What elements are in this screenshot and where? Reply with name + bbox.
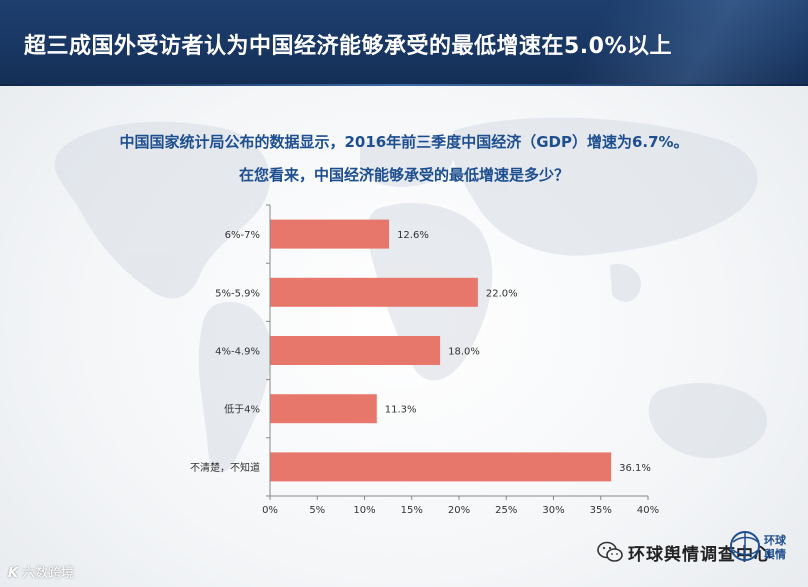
value-label-2: 22.0% [486,288,518,299]
value-label-3: 18.0% [448,347,480,358]
brand-name-top: 环球 [764,533,787,547]
wechat-icon [597,541,623,562]
category-label-1: 6%-7% [225,230,260,241]
brand-logo: 环球 舆情 [730,531,787,561]
x-tick-label-8: 40% [637,505,659,516]
bar-4 [270,394,377,424]
header-decoration [488,0,808,86]
x-tick-label-4: 20% [448,505,470,516]
source-logo-mark: K [8,566,19,581]
page-title: 超三成国外受访者认为中国经济能够承受的最低增速在5.0%以上 [24,34,673,59]
value-label-5: 36.1% [619,463,651,474]
header-divider [0,84,808,86]
x-tick-label-5: 25% [495,505,517,516]
bar-3 [270,336,441,365]
footer-source-logo: K 六数跨境 [8,562,74,581]
x-tick-label-7: 35% [590,505,612,516]
brand-name-bottom: 舆情 [764,547,786,561]
wechat-watermark: 环球舆情调查中心 [597,538,772,566]
category-label-3: 4%-4.9% [215,347,260,358]
bar-2 [270,277,478,307]
watermark-text: 环球舆情调查中心 [628,544,772,565]
x-tick-label-1: 5% [309,505,325,516]
header-banner: 超三成国外受访者认为中国经济能够承受的最低增速在5.0%以上 [0,0,808,86]
category-label-2: 5%-5.9% [215,288,260,299]
category-label-4: 低于4% [224,403,260,416]
x-tick-label-6: 30% [542,505,564,516]
x-tick-label-0: 0% [262,505,278,516]
axes-layer: 6%-7% 12.6% 5%-5.9% 22.0% 4%-4.9% 18.0% 低于4% 11… [190,204,659,516]
x-tick-label-2: 10% [353,505,375,516]
subtitle-line-1: 中国国家统计局公布的数据显示，2016年前三季度中国经济（GDP）增速为6.7%… [119,133,689,151]
bars-layer [270,219,612,482]
value-label-4: 11.3% [385,405,417,416]
bar-1 [270,219,390,249]
category-label-5: 不清楚，不知道 [190,461,260,474]
subtitle-line-2: 在您看来，中国经济能够承受的最低增速是多少？ [238,166,569,184]
value-label-1: 12.6% [397,230,429,241]
x-tick-label-3: 15% [401,505,423,516]
source-logo-text: 六数跨境 [22,566,75,581]
bar-5 [270,452,612,482]
